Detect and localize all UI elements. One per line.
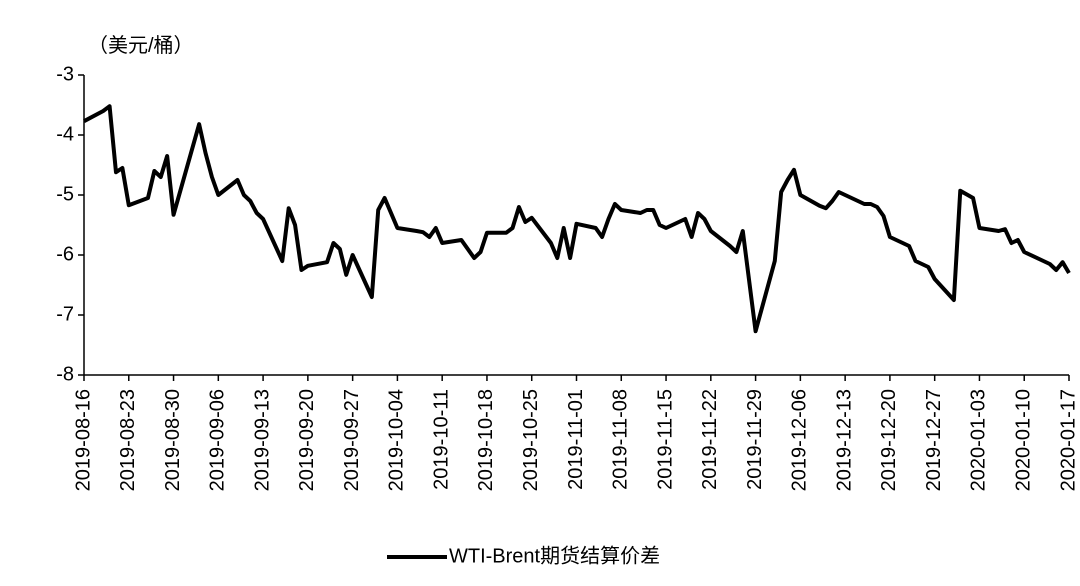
x-tick-label: 2019-12-13	[833, 389, 855, 491]
y-tick-label: -6	[56, 243, 74, 265]
line-series	[83, 104, 1071, 334]
legend-label: WTI-Brent期货结算价差	[449, 544, 660, 567]
x-tick-label: 2019-10-04	[386, 389, 408, 491]
x-tick-label: 2019-08-16	[72, 389, 94, 491]
x-tick-label: 2019-09-06	[207, 389, 229, 491]
x-tick-label: 2019-09-13	[251, 389, 273, 491]
x-tick-label: 2019-08-30	[162, 389, 184, 491]
x-tick-label: 2019-11-29	[744, 389, 766, 490]
x-tick-label: 2019-11-08	[610, 389, 632, 490]
y-tick-label: -5	[56, 183, 74, 205]
y-axis-label: （美元/桶）	[88, 34, 194, 57]
x-tick-label: 2019-10-11	[430, 389, 452, 490]
x-tick-label: 2019-12-27	[923, 389, 945, 491]
x-tick-label: 2019-11-22	[699, 389, 721, 490]
x-tick-label: 2019-09-27	[341, 389, 363, 491]
x-tick-label: 2019-09-20	[296, 389, 318, 491]
x-tick-label: 2019-11-15	[654, 389, 676, 490]
x-tick-label: 2019-12-20	[878, 389, 900, 491]
x-tick-label: 2019-10-25	[520, 389, 542, 491]
x-tick-label: 2019-11-01	[565, 389, 587, 490]
y-tick-label: -3	[56, 63, 74, 85]
x-tick-label: 2019-10-18	[475, 389, 497, 491]
y-tick-label: -7	[56, 303, 74, 325]
x-tick-label: 2019-12-06	[789, 389, 811, 491]
x-tick-label: 2020-01-10	[1013, 389, 1035, 491]
x-tick-label: 2019-08-23	[117, 389, 139, 491]
y-tick-label: -4	[56, 123, 74, 145]
x-tick-label: 2020-01-17	[1057, 389, 1079, 491]
x-tick-label: 2020-01-03	[968, 389, 990, 491]
y-tick-label: -8	[56, 363, 74, 385]
